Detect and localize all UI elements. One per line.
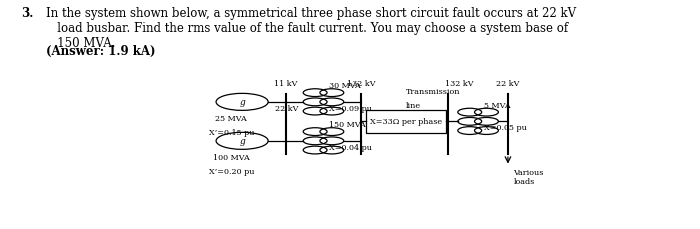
Text: 3.: 3. — [21, 7, 34, 20]
Text: 132 kV: 132 kV — [445, 79, 473, 87]
Text: X=0.09 pu: X=0.09 pu — [329, 104, 372, 112]
Text: 25 MVA: 25 MVA — [216, 114, 247, 122]
Bar — [366, 110, 446, 133]
Text: 30 MVA: 30 MVA — [329, 82, 360, 90]
Text: X=0.05 pu: X=0.05 pu — [484, 124, 526, 131]
Text: 11 kV: 11 kV — [274, 79, 298, 87]
Text: X’=0.20 pu: X’=0.20 pu — [209, 167, 254, 175]
Text: X’=0.15 pu: X’=0.15 pu — [209, 128, 254, 136]
Text: 132 kV: 132 kV — [347, 79, 376, 87]
Text: Various
loads: Various loads — [513, 169, 544, 186]
Text: (Answer: 1.9 kA): (Answer: 1.9 kA) — [46, 45, 155, 58]
Text: 22 kV: 22 kV — [496, 79, 519, 87]
Text: g: g — [239, 137, 245, 146]
Text: X=0.04 pu: X=0.04 pu — [329, 143, 372, 151]
Text: X=33Ω per phase: X=33Ω per phase — [370, 118, 442, 126]
Text: g: g — [239, 98, 245, 107]
Text: 22 kV: 22 kV — [274, 104, 298, 112]
Text: line: line — [406, 101, 421, 109]
Text: 100 MVA: 100 MVA — [213, 153, 250, 161]
Text: 5 MVA: 5 MVA — [484, 101, 510, 109]
Text: Transmission: Transmission — [406, 87, 460, 95]
Text: In the system shown below, a symmetrical three phase short circuit fault occurs : In the system shown below, a symmetrical… — [46, 7, 575, 50]
Text: 150 MVA: 150 MVA — [329, 121, 365, 129]
